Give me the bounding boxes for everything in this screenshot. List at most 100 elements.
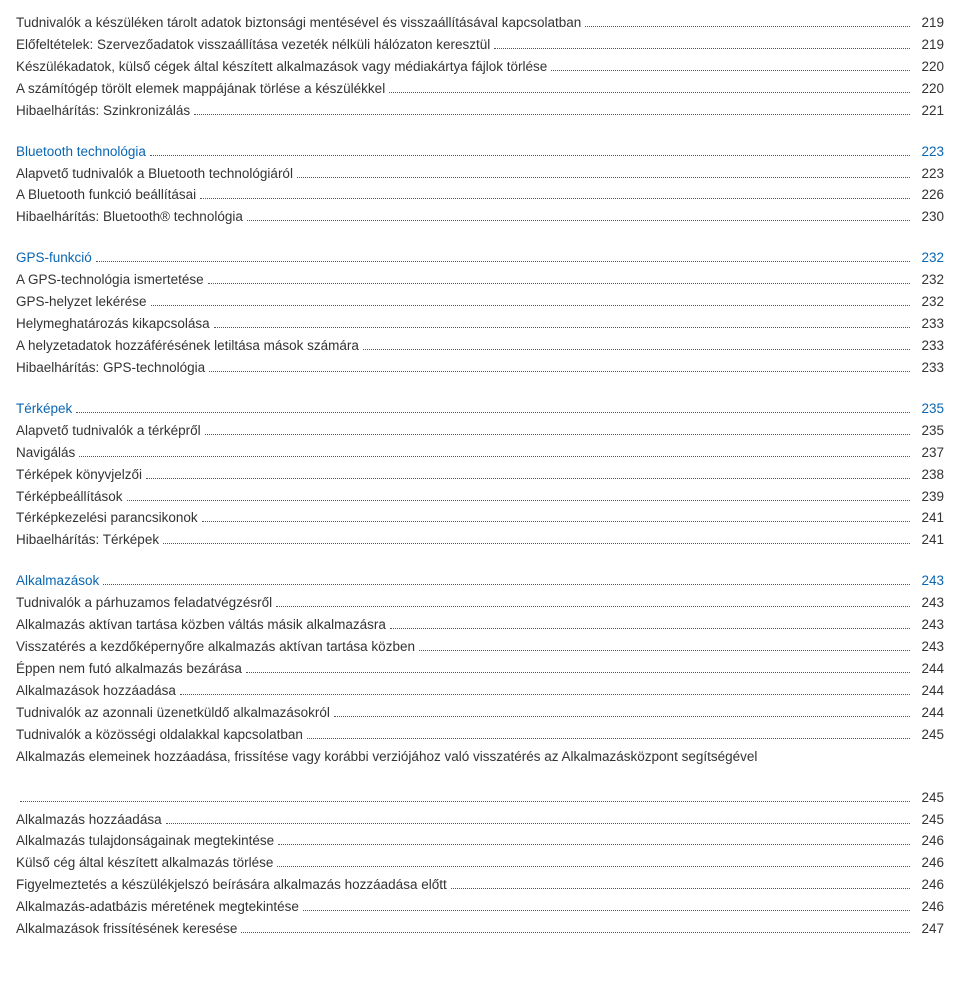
- leader-dots: [277, 856, 910, 868]
- toc-heading-link[interactable]: Alkalmazások: [16, 571, 99, 592]
- toc-entry-label: Hibaelhárítás: Bluetooth® technológia: [16, 207, 243, 228]
- toc-row: Éppen nem futó alkalmazás bezárása 244: [16, 659, 944, 680]
- leader-dots: [103, 573, 910, 585]
- leader-dots: [246, 661, 910, 673]
- toc-page-number: 246: [914, 875, 944, 896]
- leader-dots: [146, 467, 910, 479]
- toc-row: Hibaelhárítás: Térképek 241: [16, 530, 944, 551]
- toc-entry-label: Alapvető tudnivalók a térképről: [16, 421, 201, 442]
- leader-dots: [297, 166, 910, 178]
- leader-dots: [278, 834, 910, 846]
- toc-row: Hibaelhárítás: GPS-technológia233: [16, 358, 944, 379]
- toc-entry-label: Tudnivalók a készüléken tárolt adatok bi…: [16, 13, 581, 34]
- toc-section: 245Alkalmazás hozzáadása245Alkalmazás tu…: [16, 788, 944, 940]
- leader-dots: [334, 705, 910, 717]
- toc-page-number: 223: [914, 164, 944, 185]
- toc-page-number: 244: [914, 659, 944, 680]
- toc-entry-label: A Bluetooth funkció beállításai: [16, 185, 196, 206]
- toc-entry-label: Alkalmazás hozzáadása: [16, 810, 162, 831]
- leader-dots: [96, 251, 910, 263]
- toc-entry-label: Tudnivalók a párhuzamos feladatvégzésről: [16, 593, 272, 614]
- toc-row: A helyzetadatok hozzáférésének letiltása…: [16, 336, 944, 357]
- leader-dots: [20, 790, 910, 802]
- toc-page-number: 239: [914, 487, 944, 508]
- toc-row: Alkalmazások frissítésének keresése247: [16, 919, 944, 940]
- toc-entry-label: Térképbeállítások: [16, 487, 123, 508]
- toc-page-number: 245: [914, 810, 944, 831]
- toc-page-number: 245: [914, 725, 944, 746]
- leader-dots: [200, 188, 910, 200]
- toc-row: Tudnivalók az azonnali üzenetküldő alkal…: [16, 703, 944, 724]
- leader-dots: [363, 338, 910, 350]
- toc-row: Figyelmeztetés a készülékjelszó beírásár…: [16, 875, 944, 896]
- toc-entry-label: Előfeltételek: Szervezőadatok visszaállí…: [16, 35, 490, 56]
- toc-page-number: 238: [914, 465, 944, 486]
- toc-heading-link[interactable]: GPS-funkció: [16, 248, 92, 269]
- toc-entry-label: Figyelmeztetés a készülékjelszó beírásár…: [16, 875, 447, 896]
- leader-dots: [76, 401, 910, 413]
- toc-row: Előfeltételek: Szervezőadatok visszaállí…: [16, 35, 944, 56]
- toc-heading-link[interactable]: Térképek: [16, 399, 72, 420]
- leader-dots: [79, 445, 910, 457]
- toc-section: Tudnivalók a készüléken tárolt adatok bi…: [16, 13, 944, 122]
- toc-row: Visszatérés a kezdőképernyőre alkalmazás…: [16, 637, 944, 658]
- toc-page-number: 219: [914, 13, 944, 34]
- toc-page-number: 233: [914, 358, 944, 379]
- leader-dots: [390, 617, 910, 629]
- leader-dots: [214, 316, 910, 328]
- toc-page-number: 232: [914, 270, 944, 291]
- toc-page-number[interactable]: 232: [914, 248, 944, 269]
- toc-row: Hibaelhárítás: Szinkronizálás221: [16, 101, 944, 122]
- toc-row: Térképbeállítások 239: [16, 487, 944, 508]
- toc-row: Hibaelhárítás: Bluetooth® technológia 230: [16, 207, 944, 228]
- toc-section: Térképek 235 Alapvető tudnivalók a térképr…: [16, 399, 944, 551]
- toc-entry-label: Alapvető tudnivalók a Bluetooth technoló…: [16, 164, 293, 185]
- toc-row: Alkalmazások hozzáadása 244: [16, 681, 944, 702]
- toc-entry-label: Alkalmazás aktívan tartása közben váltás…: [16, 615, 386, 636]
- toc-row: A számítógép törölt elemek mappájának tö…: [16, 79, 944, 100]
- toc-row: Térképkezelési parancsikonok241: [16, 508, 944, 529]
- leader-dots: [247, 210, 910, 222]
- toc-entry-label: A helyzetadatok hozzáférésének letiltása…: [16, 336, 359, 357]
- toc-row: Navigálás237: [16, 443, 944, 464]
- leader-dots: [494, 37, 910, 49]
- leader-dots: [151, 294, 910, 306]
- toc-page-number[interactable]: 235: [914, 399, 944, 420]
- toc-page-number: 220: [914, 57, 944, 78]
- table-of-contents: Tudnivalók a készüléken tárolt adatok bi…: [16, 13, 944, 940]
- toc-page-number: 235: [914, 421, 944, 442]
- toc-page-number: 241: [914, 508, 944, 529]
- leader-dots: [389, 81, 910, 93]
- toc-page-number: 241: [914, 530, 944, 551]
- toc-row: Külső cég által készített alkalmazás tör…: [16, 853, 944, 874]
- toc-page-number: 244: [914, 681, 944, 702]
- leader-dots: [303, 899, 910, 911]
- toc-page-number: 219: [914, 35, 944, 56]
- toc-row: Alkalmazások 243: [16, 571, 944, 592]
- leader-dots: [194, 103, 910, 115]
- toc-row: Alkalmazás tulajdonságainak megtekintése…: [16, 831, 944, 852]
- toc-entry-label: Tudnivalók az azonnali üzenetküldő alkal…: [16, 703, 330, 724]
- toc-page-number: 230: [914, 207, 944, 228]
- toc-page-number: 243: [914, 637, 944, 658]
- toc-entry-label: Hibaelhárítás: Térképek: [16, 530, 159, 551]
- toc-entry-label: Éppen nem futó alkalmazás bezárása: [16, 659, 242, 680]
- toc-page-number[interactable]: 243: [914, 571, 944, 592]
- toc-page-number[interactable]: 223: [914, 142, 944, 163]
- toc-section: Bluetooth technológia 223 Alapvető tudniva…: [16, 142, 944, 229]
- toc-row: A GPS-technológia ismertetése232: [16, 270, 944, 291]
- toc-row: Helymeghatározás kikapcsolása233: [16, 314, 944, 335]
- toc-page-number: 243: [914, 593, 944, 614]
- toc-row: Tudnivalók a közösségi oldalakkal kapcso…: [16, 725, 944, 746]
- toc-page-number: 233: [914, 336, 944, 357]
- toc-row: Bluetooth technológia 223: [16, 142, 944, 163]
- toc-row: Alapvető tudnivalók a Bluetooth technoló…: [16, 164, 944, 185]
- toc-row: Készülékadatok, külső cégek által készít…: [16, 57, 944, 78]
- leader-dots: [585, 15, 910, 27]
- leader-dots: [208, 272, 910, 284]
- leader-dots: [180, 683, 910, 695]
- toc-heading-link[interactable]: Bluetooth technológia: [16, 142, 146, 163]
- toc-entry-label: Alkalmazások hozzáadása: [16, 681, 176, 702]
- leader-dots: [451, 877, 910, 889]
- toc-entry-label: Alkalmazás-adatbázis méretének megtekint…: [16, 897, 299, 918]
